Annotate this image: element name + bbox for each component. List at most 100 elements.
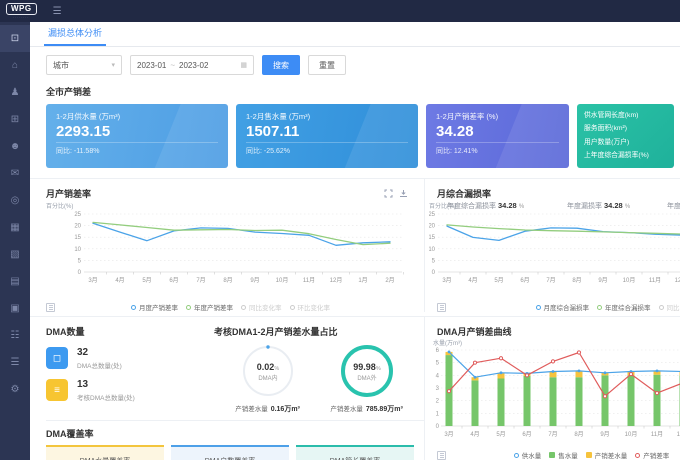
legend: 月度产销差率 年度产销差率 同比变化率 环比变化率 bbox=[55, 302, 406, 312]
svg-text:15: 15 bbox=[74, 235, 81, 241]
dma-count-text: 32 DMA总数量(处) bbox=[77, 347, 122, 370]
dma-nrw-curve-panel: DMA月产销差曲线 水量(万m³) 0 1 2 3 4 5 6 3月 4月 5月 6月 7月 8月 9月 10… bbox=[425, 317, 680, 460]
svg-text:0: 0 bbox=[432, 270, 436, 276]
sidebar-item-users[interactable]: ☻ bbox=[0, 133, 30, 160]
legend-label: 年度产销差率 bbox=[194, 305, 233, 312]
sidebar-item-assets[interactable]: ▣ bbox=[0, 295, 30, 322]
dma-nrw-combo-chart[interactable]: 水量(万m³)01234563月4月5月6月7月8月9月10月11月12月1月2… bbox=[433, 338, 680, 444]
tab-leakage-overall-analysis[interactable]: 漏损总体分析 bbox=[44, 22, 107, 46]
legend-item-产销差水量[interactable]: 产销差水量 bbox=[585, 450, 627, 460]
stat-card-value: 2293.15 bbox=[56, 123, 111, 140]
sidebar-item-documents[interactable]: ▤ bbox=[0, 268, 30, 295]
svg-text:年度综合漏损率 34.28 %: 年度综合漏损率 34.28 % bbox=[667, 201, 680, 210]
svg-text:5: 5 bbox=[432, 258, 436, 264]
svg-text:百分比(%): 百分比(%) bbox=[429, 202, 456, 210]
legend-item-月度综合漏损率[interactable]: 月度综合漏损率 bbox=[535, 302, 589, 312]
svg-text:7月: 7月 bbox=[196, 277, 205, 284]
svg-text:5月: 5月 bbox=[494, 277, 503, 284]
legend-item-同比变化率[interactable]: 同比变化率 bbox=[241, 302, 282, 312]
legend-item-月度产销差率[interactable]: 月度产销差率 bbox=[131, 302, 178, 312]
sidebar-item-apps[interactable]: ⊞ bbox=[0, 106, 30, 133]
svg-text:10: 10 bbox=[429, 247, 436, 253]
sidebar-item-modules[interactable]: ☷ bbox=[0, 322, 30, 349]
data-view-icon[interactable] bbox=[46, 302, 55, 312]
sidebar-item-settings[interactable]: ⚙ bbox=[0, 376, 30, 403]
stat-card-1: 1-2月售水量 (万m³) 1507.11 同比: -25.62% bbox=[236, 104, 418, 168]
legend-item-供水量[interactable]: 供水量 bbox=[513, 450, 541, 460]
section-title-dma-ratio: 考核DMA1-2月产销差水量占比 bbox=[214, 327, 338, 337]
chevron-down-icon: ▾ bbox=[111, 62, 115, 69]
svg-text:99.98%: 99.98% bbox=[353, 362, 381, 372]
date-range-input[interactable]: 2023-01 ~ 2023-02 ▦ bbox=[130, 55, 254, 75]
svg-text:6: 6 bbox=[436, 348, 440, 354]
charts-row: 月产销差率 百分比(%) 0 5 10 15 20 25 3月 4月 5月 6月 7月 8月 9月 10月 1… bbox=[30, 179, 680, 312]
documents-icon: ▤ bbox=[10, 276, 20, 287]
svg-text:12月: 12月 bbox=[677, 431, 680, 438]
city-select-value: 城市 bbox=[53, 60, 69, 70]
legend-item-年度综合漏损率[interactable]: 年度综合漏损率 bbox=[597, 302, 651, 312]
svg-text:11月: 11月 bbox=[651, 431, 663, 438]
sidebar-item-organization[interactable]: ♟ bbox=[0, 79, 30, 106]
svg-text:8月: 8月 bbox=[223, 277, 232, 284]
dma-coverage-section: DMA覆盖率 DMA水量覆盖率0.92% DMA户数覆盖率1.58%⌂ DMA管长覆… bbox=[46, 421, 424, 460]
reset-button[interactable]: 重置 bbox=[308, 55, 346, 75]
svg-text:3: 3 bbox=[436, 386, 440, 392]
legend-item-同比变化率[interactable]: 同比变化率 bbox=[658, 302, 680, 312]
coverage-card-label: DMA管长覆盖率 bbox=[296, 456, 414, 460]
expand-icon[interactable] bbox=[384, 189, 393, 198]
legend-item-产销差率[interactable]: 产销差率 bbox=[635, 450, 669, 460]
legend-item-年度产销差率[interactable]: 年度产销差率 bbox=[186, 302, 233, 312]
sidebar-item-reports[interactable]: ▧ bbox=[0, 241, 30, 268]
dma-count-value: 13 bbox=[77, 379, 89, 390]
legend: 月度综合漏损率年度综合漏损率同比变化率环比变化率 bbox=[446, 302, 680, 312]
svg-text:9月: 9月 bbox=[598, 277, 607, 284]
legend-circle-marker bbox=[597, 304, 602, 310]
dma-count-text: 13 考核DMA总数量(处) bbox=[77, 379, 135, 402]
dma-summary-column: DMA数量 ◻ 32 DMA总数量(处) ≡ 13 考核DMA总数量(处) 考核DMA1-… bbox=[30, 317, 424, 460]
svg-text:9月: 9月 bbox=[600, 431, 609, 438]
info-card-line: 供水管网长度(km) bbox=[584, 112, 639, 119]
svg-text:10月: 10月 bbox=[276, 277, 289, 284]
stat-card-yoy: 同比: -11.58% bbox=[56, 142, 218, 156]
monthly-leakage-line-chart[interactable]: 百分比(%)年度综合漏损率 34.28 %年度漏损率 34.28 %年度综合漏损… bbox=[428, 200, 680, 296]
date-separator: ~ bbox=[170, 60, 176, 70]
overview-icon: ⊡ bbox=[10, 33, 20, 44]
stat-card-label: 1-2月供水量 (万m³) bbox=[56, 112, 121, 121]
search-button[interactable]: 搜索 bbox=[262, 55, 300, 75]
sidebar-item-support[interactable]: ◎ bbox=[0, 187, 30, 214]
legend-circle-marker bbox=[658, 304, 664, 310]
sidebar-item-workbench[interactable]: ⌂ bbox=[0, 52, 30, 79]
sidebar-item-list[interactable]: ☰ bbox=[0, 349, 30, 376]
svg-text:百分比(%): 百分比(%) bbox=[46, 202, 73, 210]
dma-count-value: 32 bbox=[77, 347, 89, 358]
network-info-card: 供水管网长度(km) 服务面积(km²) 用户数量(万户) 上年度综合漏损率(%) bbox=[577, 104, 674, 168]
data-view-icon[interactable] bbox=[437, 302, 446, 312]
legend-label: 年度综合漏损率 bbox=[605, 305, 651, 312]
legend: 供水量 售水量 产销差水量 产销差率 bbox=[446, 450, 680, 460]
divider bbox=[30, 178, 680, 179]
svg-text:0.02%: 0.02% bbox=[256, 362, 279, 372]
logo-caption: ········ bbox=[13, 15, 30, 19]
svg-text:10月: 10月 bbox=[625, 431, 638, 438]
collapse-menu-icon[interactable]: ☰ bbox=[52, 5, 62, 17]
stat-card-2: 1-2月产销差率 (%) 34.28 同比: 12.41% bbox=[426, 104, 569, 168]
city-select[interactable]: 城市 ▾ bbox=[46, 55, 122, 75]
svg-text:5: 5 bbox=[436, 361, 440, 367]
sidebar-item-overview[interactable]: ⊡ bbox=[0, 25, 30, 52]
svg-text:8月: 8月 bbox=[572, 277, 581, 284]
legend-item-售水量[interactable]: 售水量 bbox=[549, 450, 578, 460]
legend-item-环比变化率[interactable]: 环比变化率 bbox=[289, 302, 331, 312]
monthly-nrw-line-chart[interactable]: 百分比(%) 0 5 10 15 20 25 3月 4月 5月 6月 7月 8月 9月 10月 11月 12月 1… bbox=[46, 200, 408, 296]
download-icon[interactable] bbox=[399, 189, 408, 198]
data-view-icon[interactable] bbox=[437, 450, 446, 460]
dma-ratio-gauge-0: 0.02% DMA内 产销差水量 0.16万m³ bbox=[235, 342, 300, 414]
section-title-dma-coverage: DMA覆盖率 bbox=[46, 429, 94, 439]
svg-text:0: 0 bbox=[436, 424, 440, 430]
sidebar-item-messages[interactable]: ✉ bbox=[0, 160, 30, 187]
sidebar-item-analytics[interactable]: ▦ bbox=[0, 214, 30, 241]
legend-label: 环比变化率 bbox=[297, 305, 331, 312]
stat-card-yoy: 同比: 12.41% bbox=[436, 142, 559, 156]
svg-text:5: 5 bbox=[78, 258, 82, 264]
svg-text:6月: 6月 bbox=[169, 277, 178, 284]
gauge-ring: 0.02% DMA内 bbox=[242, 345, 293, 396]
